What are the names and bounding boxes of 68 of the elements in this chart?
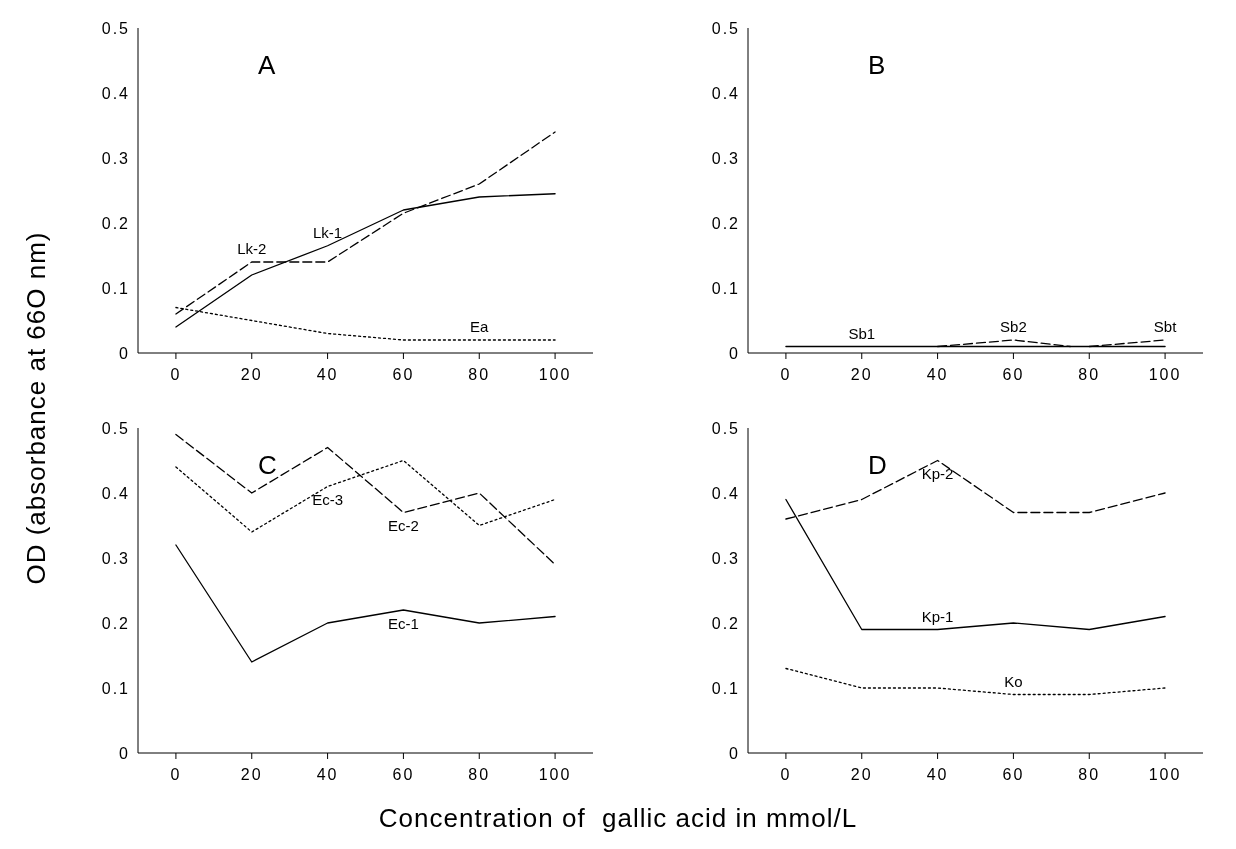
x-tick-label: 0 [170,766,182,784]
x-tick-label: 0 [780,366,792,384]
x-tick-label: 20 [240,766,263,784]
text: B [868,50,886,81]
x-tick-label: 60 [392,766,415,784]
y-tick-label: 0 [729,744,740,762]
x-tick-label: 100 [1148,766,1182,784]
y-tick-label: 0 [729,344,740,362]
x-tick-label: 80 [468,366,491,384]
y-tick-label: 0.1 [711,679,740,697]
y-tick-label: 0.1 [101,679,130,697]
x-tick-label: 100 [1148,366,1182,384]
series-label: Kp-2 [921,465,954,483]
y-tick-label: 0.3 [711,549,740,567]
x-tick-label: 20 [240,366,263,384]
x-tick-label: 60 [1002,366,1025,384]
y-tick-label: 0.5 [711,419,740,437]
series-label: Kp-1 [921,607,954,625]
series-label: Sb2 [1000,318,1027,335]
x-tick-label: 0 [170,366,182,384]
y-tick-label: 0.4 [711,84,740,102]
x-tick-label: 0 [780,766,792,784]
series-label: Lk-1 [312,223,343,241]
y-tick-label: 0.2 [101,614,130,632]
x-tick-label: 60 [392,366,415,384]
y-tick-label: 0.4 [101,484,130,502]
series-label: Ea [470,318,490,335]
series-label: Lk-2 [237,240,267,257]
y-tick-label: 0.5 [101,419,130,437]
x-tick-label: 40 [926,366,949,384]
y-axis-title: OD (absorbance at 66O nm) [20,231,52,585]
y-tick-label: 0.4 [101,84,130,102]
y-tick-label: 0.3 [711,149,740,167]
x-axis-title: Concentration of gallic acid in mmol/L [377,803,859,834]
line-series [175,433,556,566]
series-label: Sb1 [848,324,876,342]
y-tick-label: 0.1 [101,279,130,297]
text: C [258,450,277,481]
x-tick-label: 80 [1078,766,1101,784]
x-tick-label: 40 [316,766,339,784]
series-label: Ko [1004,672,1023,690]
y-tick-label: 0.2 [101,214,130,232]
x-tick-label: 80 [1078,366,1101,384]
x-tick-label: 20 [850,366,873,384]
x-tick-label: 20 [850,766,873,784]
y-tick-label: 0.1 [711,279,740,297]
x-tick-label: 40 [926,766,949,784]
y-tick-label: 0 [119,744,130,762]
series-label: Ec-3 [312,491,344,509]
y-tick-label: 0.2 [711,214,740,232]
x-tick-label: 60 [1002,766,1025,784]
y-tick-label: 0.3 [101,149,130,167]
line-series [175,544,556,663]
y-tick-label: 0.2 [711,614,740,632]
series-label: Sbt [1153,318,1178,335]
y-tick-label: 0.3 [101,549,130,567]
x-tick-label: 40 [316,366,339,384]
x-tick-label: 100 [538,366,572,384]
x-tick-label: 100 [538,766,572,784]
series-label: Ec-1 [387,614,419,632]
y-tick-label: 0.4 [711,484,740,502]
x-tick-label: 80 [468,766,491,784]
text: A [258,50,276,81]
y-tick-label: 0.5 [711,19,740,37]
y-tick-label: 0 [119,344,130,362]
text: D [868,450,887,481]
series-label: Ec-2 [387,517,419,535]
y-tick-label: 0.5 [101,19,130,37]
